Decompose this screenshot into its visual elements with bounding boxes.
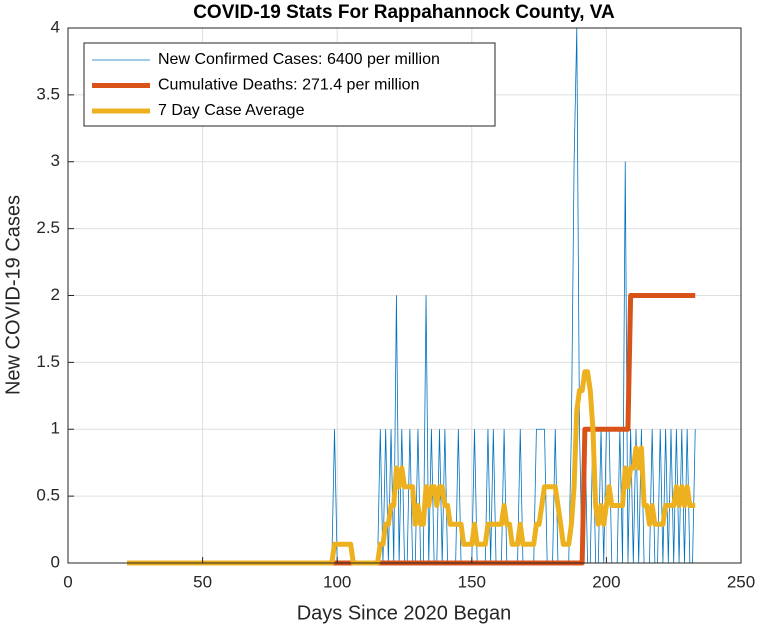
y-tick-label: 3.5	[36, 84, 60, 103]
x-tick-label: 150	[458, 572, 486, 591]
y-tick-label: 1.5	[36, 352, 60, 371]
y-tick-label: 2	[51, 285, 60, 304]
y-tick-label: 4	[51, 17, 60, 36]
x-tick-label: 100	[323, 572, 351, 591]
y-tick-label: 0.5	[36, 486, 60, 505]
legend: New Confirmed Cases: 6400 per million Cum…	[83, 42, 496, 127]
x-tick-label: 200	[592, 572, 620, 591]
legend-label: New Confirmed Cases: 6400 per million	[158, 51, 440, 68]
y-tick-label: 0	[51, 552, 60, 571]
y-tick-label: 2.5	[36, 218, 60, 237]
x-tick-label: 0	[63, 572, 72, 591]
y-tick-label: 1	[51, 419, 60, 438]
x-tick-label: 250	[727, 572, 755, 591]
legend-label: 7 Day Case Average	[158, 102, 305, 119]
x-axis-label: Days Since 2020 Began	[297, 602, 512, 624]
legend-label: Cumulative Deaths: 271.4 per million	[158, 77, 419, 94]
legend-box	[83, 42, 496, 127]
x-tick-label: 50	[193, 572, 212, 591]
y-axis-label: New COVID-19 Cases	[2, 195, 24, 395]
ticks: 0 50 100 150 200 250 0 0.5 1 1.5 2 2.5 3 3.5 4	[36, 17, 755, 591]
chart-title: COVID-19 Stats For Rappahannock County, …	[193, 2, 615, 23]
y-tick-label: 3	[51, 151, 60, 170]
